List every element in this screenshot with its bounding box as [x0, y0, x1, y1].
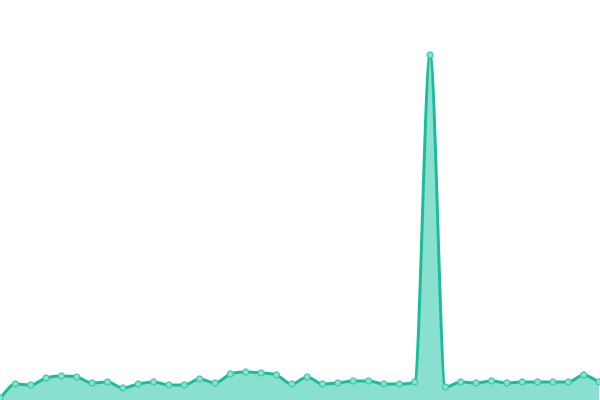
data-point — [411, 378, 419, 386]
data-point — [149, 378, 158, 386]
data-point — [226, 370, 234, 378]
data-point — [196, 375, 204, 383]
data-point — [57, 372, 66, 380]
data-point — [88, 379, 96, 387]
data-point — [211, 379, 219, 387]
data-point — [165, 381, 173, 389]
data-point — [580, 371, 588, 379]
data-point — [503, 379, 511, 387]
data-point — [595, 378, 600, 386]
data-point — [180, 381, 188, 389]
data-point — [318, 380, 327, 388]
data-point — [242, 368, 250, 376]
data-point — [134, 380, 142, 388]
data-point — [27, 381, 35, 389]
data-point — [426, 51, 434, 59]
data-point — [365, 377, 373, 385]
data-point — [303, 373, 311, 381]
data-point — [395, 380, 403, 388]
area-fill — [0, 55, 599, 400]
data-point — [11, 380, 19, 388]
data-point — [42, 374, 50, 382]
data-point — [487, 377, 496, 385]
data-point — [103, 378, 112, 386]
data-point — [73, 373, 81, 381]
data-point — [549, 378, 557, 386]
data-point — [533, 378, 542, 386]
data-point — [272, 371, 281, 379]
data-point — [349, 377, 357, 385]
data-point — [334, 379, 342, 387]
data-point — [288, 380, 296, 388]
data-points — [0, 51, 600, 400]
data-point — [380, 380, 388, 388]
series-line — [0, 53, 600, 400]
data-point — [119, 384, 127, 392]
data-point — [457, 378, 465, 386]
data-point — [0, 394, 4, 400]
data-point — [441, 383, 450, 391]
data-point — [257, 369, 265, 377]
data-point — [518, 378, 526, 386]
data-point — [472, 379, 480, 387]
data-point — [564, 378, 572, 386]
